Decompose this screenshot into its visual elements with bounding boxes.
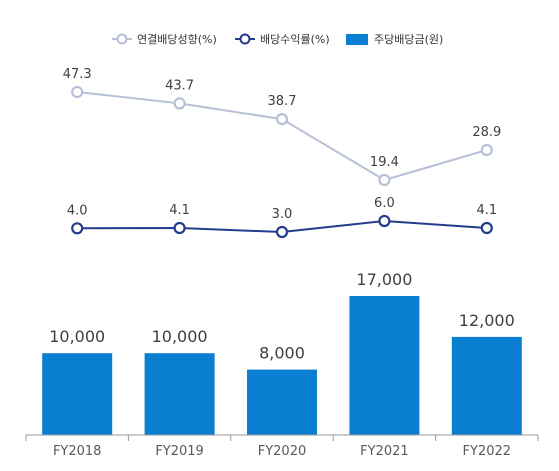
bar-dps-fy2021 [349, 296, 420, 435]
payout-ratio-point-fy2020 [275, 112, 289, 126]
x-tick-fy2022: FY2022 [463, 444, 512, 459]
line-series [71, 85, 493, 239]
legend-item-dps: 주당배당금(원) [346, 33, 443, 46]
bar-dps-fy2018 [42, 353, 113, 435]
bar-dps-fy2019 [144, 353, 215, 435]
x-tick-fy2018: FY2018 [53, 444, 102, 459]
dividend-yield-label-fy2021: 6.0 [374, 196, 395, 211]
x-tick-fy2021: FY2021 [360, 444, 409, 459]
legend-dps-label: 주당배당금(원) [374, 33, 443, 46]
payout-ratio-point-fy2022 [480, 143, 493, 157]
payout-ratio-point-fy2018 [71, 85, 84, 99]
bar-dps-fy2020 [247, 369, 317, 435]
bar-series [42, 296, 522, 435]
payout-ratio-label-fy2022: 28.9 [472, 125, 501, 140]
legend-dps-swatch [346, 34, 368, 45]
legend-dividend-yield-marker [239, 33, 251, 45]
dividend-yield-point-fy2021 [378, 214, 391, 228]
dividend-yield-label-fy2022: 4.1 [476, 203, 497, 218]
payout-ratio-point-fy2021 [378, 173, 391, 187]
payout-ratio-label-fy2019: 43.7 [165, 78, 194, 93]
legend: 연결배당성향(%) 배당수익률(%) 주당배당금(원) [112, 33, 443, 46]
bar-dps-label-fy2022: 12,000 [459, 311, 515, 330]
legend-payout-ratio-marker [116, 33, 128, 45]
legend-payout-ratio-label: 연결배당성향(%) [137, 33, 217, 46]
payout-ratio-label-fy2021: 19.4 [370, 155, 399, 170]
dividend-yield-point-fy2020 [275, 225, 289, 239]
dividend-yield-point-fy2018 [71, 222, 84, 235]
payout-ratio-label-fy2018: 47.3 [63, 67, 92, 82]
dividend-yield-label-fy2019: 4.1 [169, 203, 190, 218]
dividend-yield-label-fy2020: 3.0 [272, 207, 293, 222]
dividend-yield-label-fy2018: 4.0 [67, 203, 88, 218]
bar-dps-label-fy2018: 10,000 [49, 327, 105, 346]
x-tick-fy2019: FY2019 [155, 444, 204, 459]
payout-ratio-point-fy2019 [173, 97, 186, 110]
line-data-labels: 47.3 43.7 38.7 19.4 28.9 4.0 4.1 3.0 6.0 4.1 [63, 67, 502, 222]
legend-dividend-yield-label: 배당수익률(%) [260, 33, 330, 46]
bar-data-labels: 10,000 10,000 8,000 17,000 12,000 [49, 270, 515, 363]
x-axis-ticks: FY2018 FY2019 FY2020 FY2021 FY2022 [25, 435, 539, 459]
bar-dps-fy2022 [451, 336, 522, 435]
x-tick-fy2020: FY2020 [258, 444, 307, 459]
payout-ratio-label-fy2020: 38.7 [268, 94, 297, 109]
legend-item-dividend-yield: 배당수익률(%) [235, 33, 330, 46]
dividend-yield-point-fy2022 [480, 221, 493, 235]
legend-item-payout-ratio: 연결배당성향(%) [112, 33, 217, 46]
bar-dps-label-fy2021: 17,000 [356, 270, 412, 289]
dividend-yield-point-fy2019 [173, 221, 186, 235]
bar-dps-label-fy2019: 10,000 [152, 327, 208, 346]
bar-dps-label-fy2020: 8,000 [259, 344, 305, 363]
